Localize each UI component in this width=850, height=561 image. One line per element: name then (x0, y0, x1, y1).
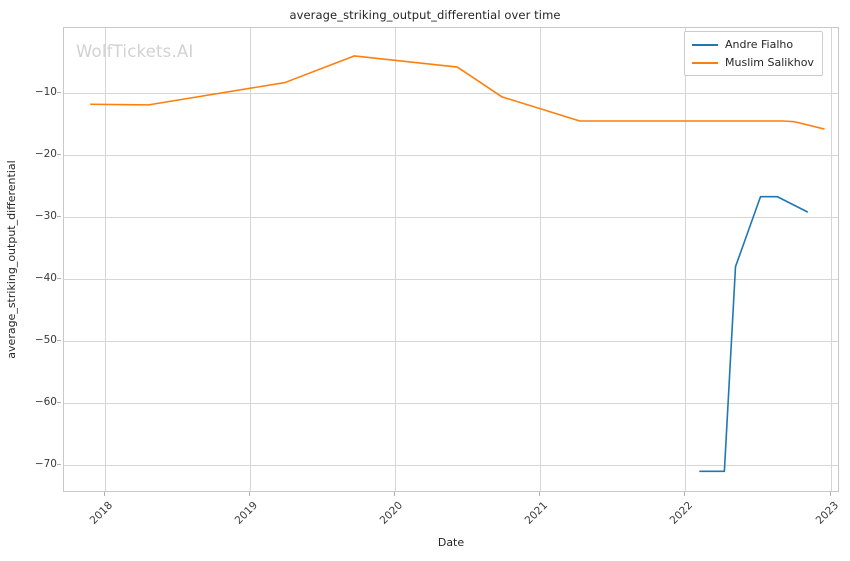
gridline-vertical-1 (250, 28, 251, 491)
x-tick-label-5: 2023 (813, 499, 841, 527)
legend-label: Andre Fialho (725, 38, 794, 51)
series-line-1 (90, 55, 825, 130)
series-lines (90, 55, 825, 473)
x-tick-label-3: 2021 (523, 499, 551, 527)
gridline-vertical-2 (395, 28, 396, 491)
y-tick-mark-2 (57, 216, 61, 218)
gridline-horizontal-3 (64, 279, 838, 281)
x-tick-label-4: 2022 (668, 499, 696, 527)
gridline-vertical-3 (540, 28, 542, 491)
gridline-horizontal-1 (64, 155, 838, 157)
gridline-horizontal-4 (64, 341, 838, 343)
x-axis-label: Date (437, 536, 465, 549)
legend-entry-1[interactable]: Muslim Salikhov (692, 55, 814, 70)
x-tick-mark-4 (684, 492, 686, 496)
x-tick-mark-3 (539, 492, 541, 496)
y-tick-label-3: −40 (34, 272, 57, 285)
legend-color-swatch-icon (692, 43, 718, 46)
gridline-horizontal-5 (64, 403, 838, 405)
series-line-0 (699, 195, 809, 473)
y-tick-mark-4 (57, 340, 61, 342)
x-tick-mark-5 (829, 492, 831, 496)
y-tick-mark-5 (57, 402, 61, 404)
y-tick-label-4: −50 (34, 334, 57, 347)
y-tick-mark-6 (57, 464, 61, 466)
y-tick-mark-1 (57, 154, 61, 156)
y-tick-label-5: −60 (34, 396, 57, 409)
gridline-vertical-4 (685, 28, 687, 491)
x-tick-label-0: 2018 (87, 499, 115, 527)
x-tick-label-1: 2019 (232, 499, 261, 527)
x-tick-mark-0 (103, 492, 105, 496)
legend-entry-0[interactable]: Andre Fialho (692, 37, 814, 52)
y-tick-label-1: −20 (34, 148, 57, 161)
chart-legend: Andre Fialho Muslim Salikhov (684, 31, 823, 76)
plot-area: WolfTickets.AI (63, 27, 839, 492)
gridline-vertical-5 (830, 28, 832, 491)
x-tick-label-2: 2020 (377, 499, 406, 527)
y-tick-label-6: −70 (34, 458, 57, 471)
y-tick-mark-3 (57, 278, 61, 280)
legend-color-swatch-icon (692, 61, 718, 64)
gridline-horizontal-0 (64, 93, 838, 95)
y-axis-ticks: −10 −20 −30 −40 −50 −60 −70 (0, 27, 61, 492)
chart-title: average_striking_output_differential ove… (289, 8, 561, 22)
x-tick-mark-1 (249, 492, 250, 496)
gridline-vertical-0 (104, 28, 106, 491)
y-tick-label-2: −30 (34, 210, 57, 223)
legend-label: Muslim Salikhov (725, 56, 814, 69)
x-axis-ticks: 2018 2019 2020 2021 2022 2023 (63, 492, 841, 552)
x-tick-mark-2 (394, 492, 395, 496)
gridline-horizontal-6 (64, 465, 838, 467)
y-tick-mark-0 (57, 92, 61, 94)
gridline-horizontal-2 (64, 217, 838, 219)
y-tick-label-0: −10 (34, 86, 57, 99)
